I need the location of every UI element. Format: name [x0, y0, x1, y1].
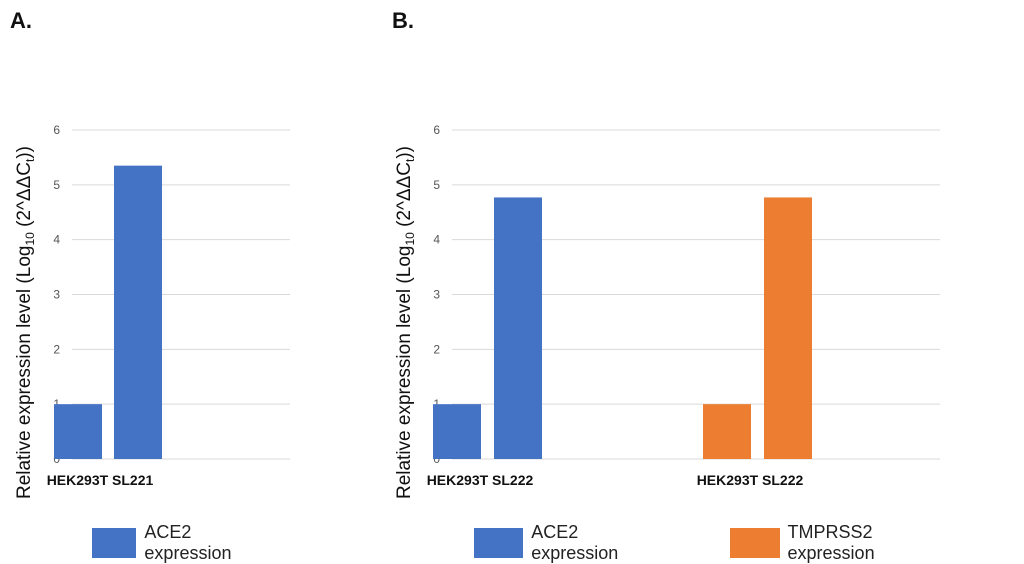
y-tick: 6	[433, 123, 940, 137]
bar	[114, 165, 162, 459]
legend-item: TMPRSS2 expression	[730, 522, 962, 564]
panel-b-letter: B.	[392, 8, 414, 33]
panel-a-letter: A.	[10, 8, 32, 33]
x-category-label: HEK293T SL222	[427, 472, 534, 488]
legend-label: ACE2 expression	[144, 522, 232, 563]
y-tick: 3	[53, 288, 290, 302]
bar	[703, 404, 751, 459]
y-tick-label: 2	[433, 342, 440, 356]
y-axis-label: Relative expression level (Log10 (2^ΔΔCt…	[14, 146, 37, 499]
legend-swatch	[730, 528, 780, 558]
y-tick-label: 5	[53, 178, 60, 192]
bar	[494, 197, 542, 459]
y-tick-label: 4	[53, 233, 60, 247]
y-tick-label: 3	[433, 288, 440, 302]
x-category-label: HEK293T SL222	[697, 472, 804, 488]
legend-b: ACE2 expression TMPRSS2 expression	[474, 522, 1024, 564]
y-tick: 5	[53, 178, 290, 192]
bar	[764, 197, 812, 459]
bar	[54, 404, 102, 459]
legend-swatch	[92, 528, 137, 558]
bar	[433, 404, 481, 459]
y-tick-label: 5	[433, 178, 440, 192]
y-tick-label: 4	[433, 233, 440, 247]
y-tick: 5	[433, 178, 940, 192]
x-category-label: HEK293T SL221	[47, 472, 154, 488]
legend-item: ACE2 expression	[474, 522, 668, 564]
y-tick-label: 3	[53, 288, 60, 302]
y-tick: 6	[53, 123, 290, 137]
y-tick-label: 6	[53, 123, 60, 137]
legend-label: TMPRSS2 expression	[787, 522, 875, 563]
legend-label: ACE2 expression	[531, 522, 619, 563]
legend-a: ACE2 expression	[92, 522, 330, 564]
y-tick-label: 6	[433, 123, 440, 137]
legend-item: ACE2 expression	[92, 522, 268, 564]
y-tick: 2	[53, 342, 290, 356]
y-tick-label: 2	[53, 342, 60, 356]
y-axis-label: Relative expression level (Log10 (2^ΔΔCt…	[394, 146, 417, 499]
legend-swatch	[474, 528, 524, 558]
y-tick: 4	[53, 233, 290, 247]
